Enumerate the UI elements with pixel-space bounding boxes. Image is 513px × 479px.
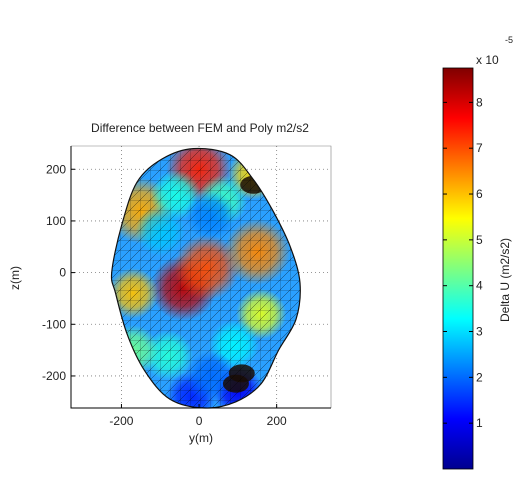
colorbar-tick-label: 5 xyxy=(476,233,483,247)
colorbar-tick-label: 3 xyxy=(476,325,483,339)
x-tick-label: 200 xyxy=(267,414,287,428)
x-axis: -200 0 200 xyxy=(109,404,287,428)
y-tick-label: -100 xyxy=(42,317,66,331)
chart-title: Difference between FEM and Poly m2/s2 xyxy=(91,121,309,135)
axes-frame xyxy=(70,146,331,409)
axes-frame-top-right xyxy=(71,145,332,408)
colorbar-tick-label: 1 xyxy=(476,416,483,430)
asteroid-surface xyxy=(111,148,301,409)
colorbar-exponent-base: x 10 xyxy=(476,53,499,67)
x-tick-label: 0 xyxy=(196,414,203,428)
y-tick-label: 200 xyxy=(46,162,66,176)
x-tick-label: -200 xyxy=(109,414,133,428)
y-tick-label: 0 xyxy=(59,266,66,280)
colorbar-tick-label: 6 xyxy=(476,187,483,201)
colorbar-tick-label: 8 xyxy=(476,95,483,109)
y-tick-label: -200 xyxy=(42,369,66,383)
colorbar-tick-label: 4 xyxy=(476,279,483,293)
colorbar-tick-label: 2 xyxy=(476,370,483,384)
colorbar-ticks: 1 2 3 4 5 6 7 8 xyxy=(443,95,483,430)
y-axis: -200 -100 0 100 200 xyxy=(42,162,75,383)
colorbar-label: Delta U (m2/s2) xyxy=(498,238,512,322)
y-axis-label: z(m) xyxy=(8,266,22,290)
colorbar-exponent: -5 xyxy=(505,35,513,45)
colorbar xyxy=(442,67,474,470)
asteroid-outline xyxy=(110,147,301,409)
colorbar-tick-label: 7 xyxy=(476,141,483,155)
y-tick-label: 100 xyxy=(46,214,66,228)
x-axis-label: y(m) xyxy=(189,431,213,445)
